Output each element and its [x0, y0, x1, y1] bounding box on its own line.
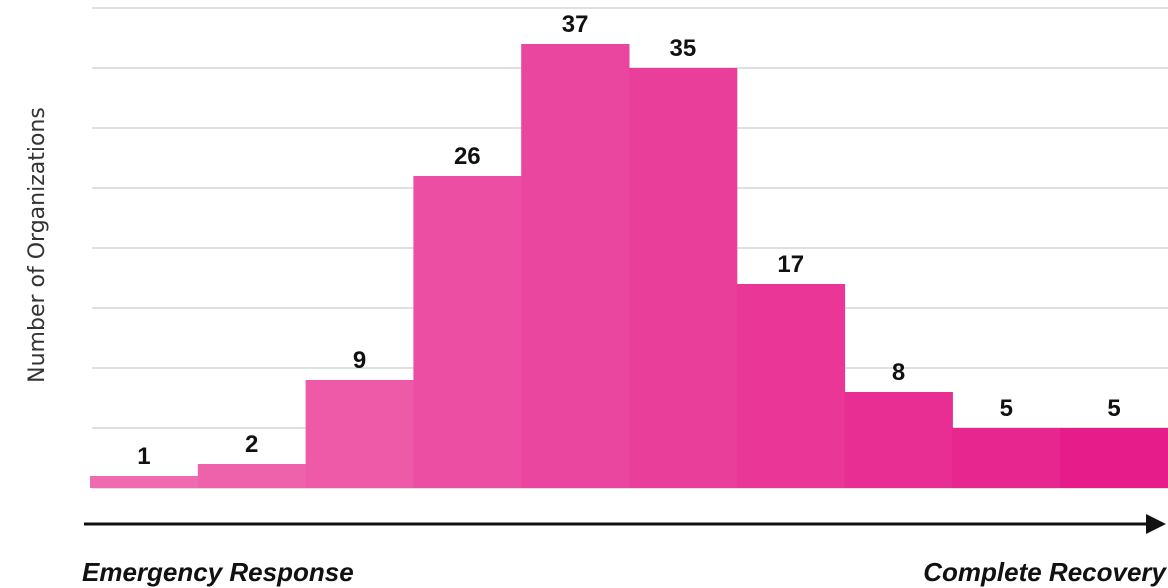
bar-value-label: 5 [1107, 395, 1120, 422]
x-axis-start-label: Emergency Response [82, 557, 354, 587]
bar [952, 428, 1061, 488]
bar [629, 68, 738, 488]
bar-value-label: 35 [670, 35, 697, 62]
x-axis-arrow [84, 514, 1166, 534]
bar-value-label: 2 [245, 431, 258, 458]
bar [736, 284, 846, 488]
bar-value-label: 1 [137, 443, 150, 470]
bars [90, 44, 1168, 488]
bar [844, 392, 953, 488]
bar [1060, 428, 1168, 488]
bar-value-label: 9 [353, 347, 366, 374]
bar [521, 44, 630, 488]
bar-value-label: 37 [562, 11, 589, 38]
bar-value-label: 5 [1000, 395, 1013, 422]
y-axis-label: Number of Organizations [25, 107, 50, 383]
bar [90, 476, 199, 488]
bar [305, 380, 414, 488]
bar-value-label: 26 [454, 143, 481, 170]
x-axis-arrowhead [1146, 514, 1166, 534]
bar [413, 176, 522, 488]
bar-value-label: 8 [892, 359, 905, 386]
x-axis-end-label: Complete Recovery [923, 557, 1167, 587]
bar [197, 464, 307, 488]
bar-value-labels: 1 2 9 26 37 35 17 8 5 5 [137, 11, 1121, 470]
bar-value-label: 17 [777, 251, 804, 278]
